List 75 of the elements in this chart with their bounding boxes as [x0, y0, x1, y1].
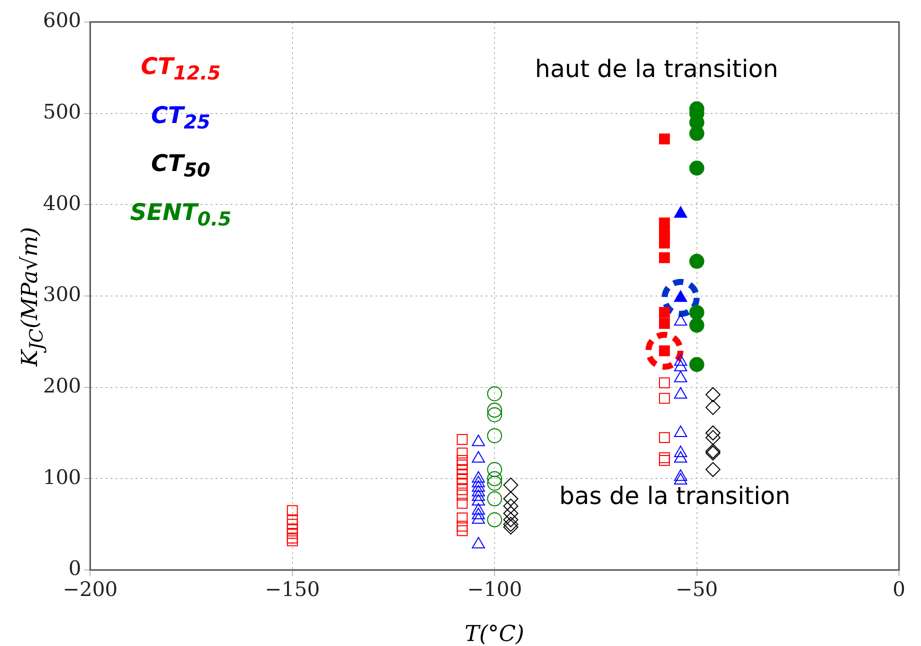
point	[658, 318, 670, 329]
point	[456, 460, 468, 470]
y-tick-label: 200	[42, 374, 82, 398]
point	[658, 452, 670, 464]
point	[487, 386, 502, 402]
point	[658, 392, 670, 404]
y-tick-label: 400	[42, 190, 82, 215]
point	[286, 528, 298, 539]
point	[705, 426, 720, 440]
annotation: haut de la transition	[535, 54, 778, 83]
x-tick-label: −150	[264, 577, 320, 602]
point	[658, 377, 670, 388]
point	[662, 278, 700, 317]
point	[487, 428, 502, 444]
point	[705, 387, 720, 402]
point	[503, 512, 518, 528]
point	[487, 471, 502, 486]
annotation: bas de la transition	[559, 482, 790, 510]
point	[456, 473, 468, 484]
point	[286, 532, 298, 544]
x-tick-label: 0	[892, 577, 906, 602]
point	[487, 402, 502, 418]
point	[456, 448, 468, 459]
point	[456, 434, 468, 445]
point	[456, 484, 468, 496]
point	[487, 462, 502, 478]
point	[689, 160, 704, 176]
y-tick-label: 600	[42, 8, 82, 32]
x-axis-title: T(°C)	[464, 622, 524, 646]
point	[503, 498, 518, 514]
point	[456, 512, 468, 524]
point	[503, 516, 518, 532]
point	[456, 525, 468, 536]
point	[503, 478, 518, 493]
point	[456, 478, 468, 489]
point	[456, 520, 468, 532]
point	[456, 490, 468, 501]
point	[456, 468, 468, 480]
point	[689, 357, 704, 372]
point	[286, 518, 298, 530]
point	[705, 430, 720, 446]
text: CT$_{12.5}$	[140, 53, 222, 87]
point	[286, 523, 298, 534]
point	[456, 464, 468, 475]
point	[658, 238, 670, 248]
point	[487, 407, 502, 422]
point	[689, 304, 704, 320]
point	[705, 462, 720, 478]
point	[456, 454, 468, 466]
point	[658, 454, 670, 466]
point	[487, 491, 502, 506]
point	[658, 252, 670, 264]
text: CT$_{50}$	[150, 150, 212, 184]
y-tick-label: 100	[42, 464, 82, 489]
point	[658, 133, 670, 144]
point	[286, 535, 298, 546]
text: CT$_{25}$	[150, 102, 212, 136]
point	[503, 491, 518, 506]
point	[456, 498, 468, 509]
x-tick-label: −50	[676, 577, 718, 602]
point	[487, 476, 502, 491]
point	[503, 506, 518, 521]
x-tick-label: −100	[467, 577, 522, 602]
point	[689, 126, 704, 141]
point	[286, 505, 298, 516]
point	[503, 520, 518, 535]
point	[658, 432, 670, 444]
text: SENT$_{0.5}$	[130, 198, 232, 232]
point	[487, 512, 502, 528]
point	[658, 306, 670, 318]
point	[689, 254, 704, 269]
y-tick-label: 500	[42, 100, 82, 124]
point	[705, 400, 720, 415]
point	[286, 514, 298, 526]
point	[689, 318, 704, 333]
